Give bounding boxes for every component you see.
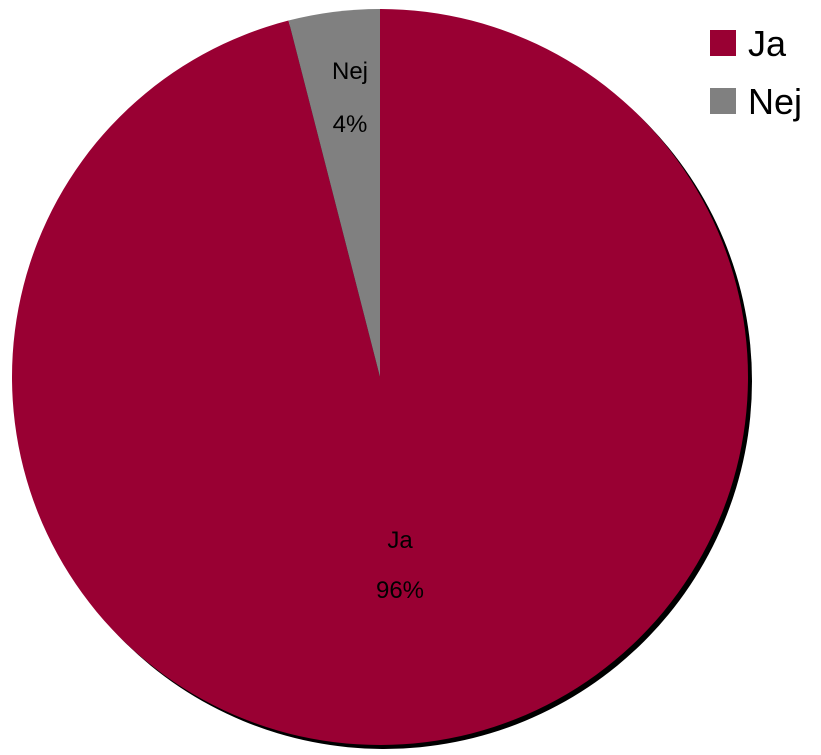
slice-label-nej-value: 4% [333,111,368,138]
slice-label-ja-value: 96% [376,577,424,604]
pie-slice-ja [11,9,749,745]
pie-slices [11,9,749,745]
slice-labels: Ja 96% Nej 4% [332,58,424,604]
legend-swatch-nej [710,88,736,114]
slice-label-ja-name: Ja [387,527,413,554]
legend-item-ja: Ja [710,23,787,64]
pie-slice-nej [288,9,380,377]
legend-swatch-ja [710,30,736,56]
legend-label-ja: Ja [748,23,787,64]
legend-label-nej: Nej [748,81,802,122]
legend-item-nej: Nej [710,81,802,122]
slice-label-nej-name: Nej [332,58,368,85]
legend: Ja Nej [710,23,802,122]
